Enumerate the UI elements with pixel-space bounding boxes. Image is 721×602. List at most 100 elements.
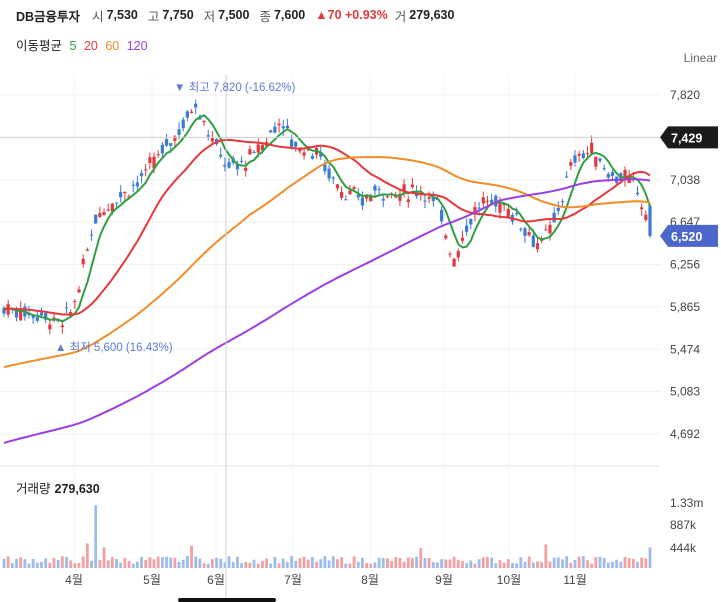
volume-bar: [98, 560, 102, 568]
volume-bar: [306, 559, 310, 568]
volume-bar: [486, 556, 489, 568]
volume-bar: [115, 559, 118, 568]
candle-body: [248, 148, 252, 155]
volume-bar: [498, 560, 502, 568]
volume-bar: [490, 557, 494, 568]
volume-bar: [23, 559, 27, 568]
candle-body: [260, 144, 264, 151]
candle-body: [515, 213, 519, 215]
candle-body: [577, 153, 581, 156]
candle-body: [160, 144, 164, 154]
volume-bar: [444, 559, 448, 568]
volume-bar: [73, 563, 77, 568]
candle-body: [44, 313, 48, 320]
volume-bar: [369, 563, 373, 568]
volume-bar: [381, 557, 385, 568]
volume-value: 279,630: [409, 8, 455, 22]
volume-bar: [648, 547, 652, 568]
scale-toggle[interactable]: Linear: [683, 51, 717, 65]
volume-bar: [402, 561, 406, 568]
ma-legend-120[interactable]: 120: [126, 39, 148, 53]
open-value: 7,530: [106, 8, 138, 22]
candle-body: [623, 169, 627, 180]
volume-bar: [565, 556, 569, 568]
low-label: 저: [203, 9, 216, 24]
candle-body: [152, 156, 156, 169]
volume-bar: [611, 561, 614, 568]
candle-body: [535, 243, 540, 250]
volume-bar: [602, 557, 606, 568]
candle-body: [502, 203, 506, 206]
candle-body: [139, 173, 144, 177]
candle-body: [398, 193, 402, 201]
candle-body: [94, 214, 98, 224]
volume-bar: [169, 557, 173, 568]
volume-bar: [31, 558, 35, 568]
volume-bar: [106, 560, 110, 568]
stock-header: DB금융투자 시 7,530 고 7,750 저 7,500 종 7,600 ▲…: [16, 6, 464, 24]
candle-body: [56, 320, 60, 322]
ma-60-line: [3, 155, 651, 369]
candle-body: [185, 111, 189, 118]
candle-body: [602, 168, 606, 170]
volume-bar: [190, 545, 193, 568]
candle-body: [235, 163, 239, 170]
candle-body: [444, 235, 448, 239]
volume-bar: [598, 556, 602, 568]
volume-bar: [81, 556, 85, 568]
candle-body: [452, 258, 456, 267]
open-label: 시: [92, 9, 104, 24]
candle-body: [173, 136, 177, 142]
volume-bar: [273, 556, 277, 568]
volume-bar: [27, 563, 31, 568]
candle-body: [148, 157, 152, 163]
volume-bar: [235, 556, 239, 568]
volume-bar: [231, 561, 235, 568]
candle-body: [169, 143, 173, 146]
volume-bar: [527, 556, 531, 568]
volume-bar: [90, 560, 93, 568]
high-label: 고: [147, 9, 160, 24]
candle-body: [14, 310, 19, 318]
stock-name: DB금융투자: [16, 9, 81, 24]
volume-bar: [636, 561, 639, 568]
volume-bar: [415, 556, 419, 568]
candle-body: [377, 188, 381, 191]
time-scrollbar[interactable]: [178, 598, 276, 602]
ma-legend-60[interactable]: 60: [105, 39, 120, 53]
volume-bar: [85, 543, 89, 568]
candle-body: [2, 307, 6, 314]
candle-body: [114, 202, 119, 204]
volume-bar: [144, 560, 148, 568]
volume-bar: [623, 556, 627, 568]
volume-bar: [15, 558, 18, 568]
volume-bar: [248, 562, 252, 568]
volume-bar: [473, 563, 477, 568]
candle-body: [560, 201, 565, 203]
volume-bar: [127, 561, 131, 568]
candle-body: [19, 308, 23, 321]
candle-body: [131, 184, 135, 186]
volume-bar: [35, 562, 39, 568]
volume-bar: [340, 557, 343, 568]
volume-bar: [269, 563, 273, 568]
volume-bar: [548, 561, 552, 568]
volume-bar: [577, 556, 581, 568]
volume-bar: [336, 559, 339, 568]
volume-panel-value: 279,630: [54, 482, 100, 496]
volume-bar: [465, 563, 469, 568]
volume-bar: [302, 556, 306, 568]
month-label: 11월: [563, 573, 587, 587]
candle-body: [465, 225, 469, 232]
high-annotation: ▼ 최고 7,820 (-16.62%): [174, 81, 296, 94]
volume-bar: [511, 562, 514, 568]
current-price-badge-bg: [660, 224, 718, 247]
ma-5-line: [3, 114, 651, 323]
volume-bar: [544, 544, 548, 568]
ma-legend-5[interactable]: 5: [69, 39, 77, 53]
ma-legend-20[interactable]: 20: [83, 39, 98, 53]
candle-body: [348, 190, 352, 195]
candle-body: [294, 142, 298, 147]
volume-bar: [198, 558, 202, 568]
